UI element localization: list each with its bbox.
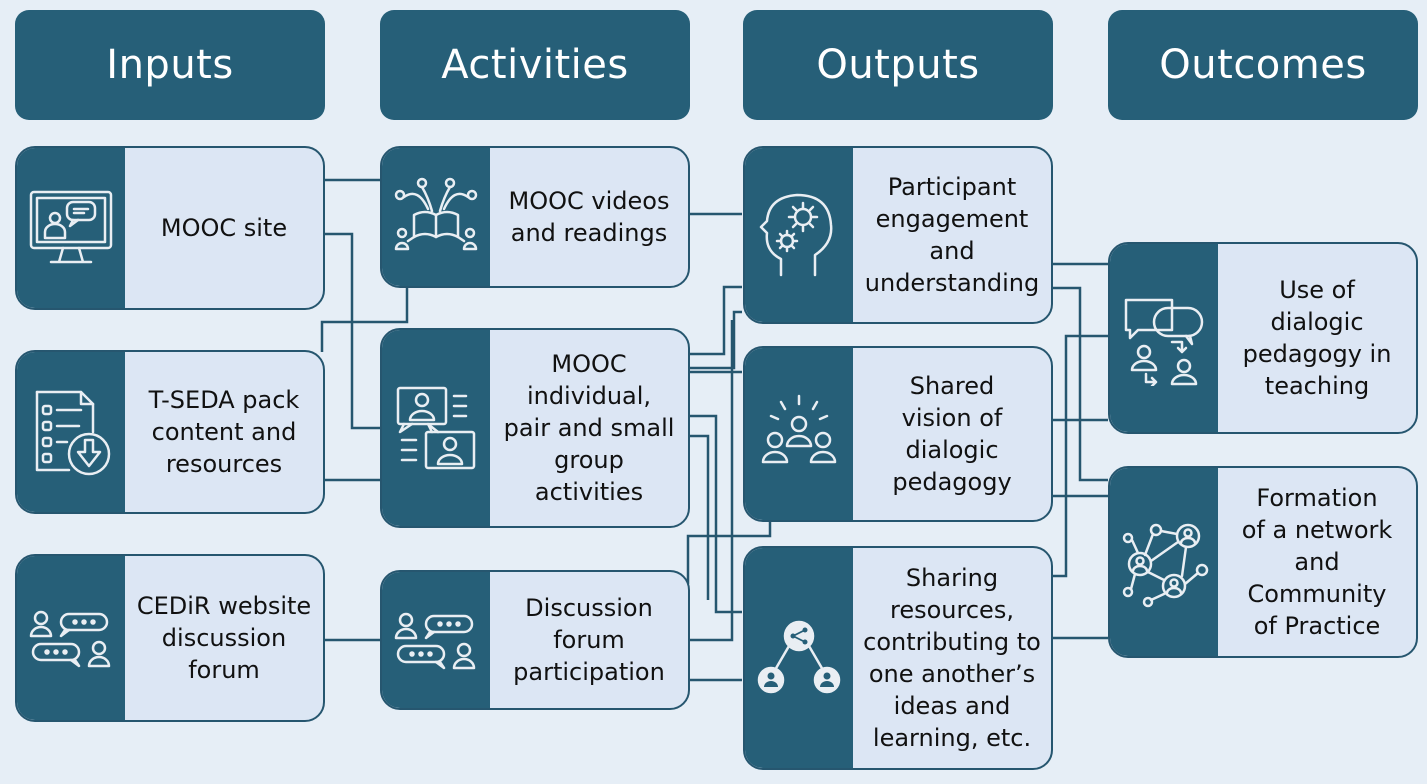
head-gears-icon [745,148,853,322]
card-shared-vision: Shared vision of dialogic pedagogy [743,346,1053,522]
cedir-forum-label: CEDiR website discussion forum [136,592,312,684]
checklist-download-icon [17,352,125,512]
sharing-resources-label: Sharing resources, contributing to one a… [863,564,1041,752]
connector-tseda-to-videos [320,288,409,352]
participant-engagement-label: Participant engagement and understanding [864,173,1040,297]
connector-engagement-to-network [1053,286,1108,482]
forum-participation-label: Discussion forum participation [513,594,665,686]
connector-forum-to-engagement [688,320,734,642]
video-chat-icon [382,330,490,526]
dialogue-exchange-icon [1110,244,1218,432]
connector-mooc-site-to-activities [325,232,380,430]
card-forum-participation: Discussion forum participation [380,570,690,710]
header-outputs: Outputs [743,10,1053,120]
connector-forum-to-vision [686,522,772,584]
discussion-people-icon [382,572,490,708]
header-activities: Activities [380,10,690,120]
tseda-pack-label: T-SEDA pack content and resources [148,386,300,478]
dialogic-teaching-label: Use of dialogic pedagogy in teaching [1242,276,1392,400]
connector-activities-to-sharing-2 [688,434,710,600]
connector-activities-to-sharing-1 [688,414,742,614]
open-book-people-icon [382,148,490,286]
card-mooc-site: MOOC site [15,146,325,310]
header-outcomes: Outcomes [1108,10,1418,120]
header-inputs: Inputs [15,10,325,120]
connector-activities-to-engagement-1 [688,285,742,356]
discussion-people-icon [17,556,125,720]
share-network-icon [745,548,853,768]
card-sharing-resources: Sharing resources, contributing to one a… [743,546,1053,770]
card-videos-readings: MOOC videos and readings [380,146,690,288]
card-tseda-pack: T-SEDA pack content and resources [15,350,325,514]
network-community-label: Formation of a network and Community of … [1241,484,1393,640]
community-network-icon [1110,468,1218,656]
connector-sharing-to-teaching [1053,334,1108,578]
mooc-site-label: MOOC site [160,214,288,242]
monitor-presenter-icon [17,148,125,308]
shared-vision-label: Shared vision of dialogic pedagogy [892,372,1012,496]
card-network-community: Formation of a network and Community of … [1108,466,1418,658]
videos-readings-label: MOOC videos and readings [508,187,670,247]
group-idea-icon [745,348,853,520]
card-cedir-forum: CEDiR website discussion forum [15,554,325,722]
card-dialogic-teaching: Use of dialogic pedagogy in teaching [1108,242,1418,434]
card-group-activities: MOOC individual, pair and small group ac… [380,328,690,528]
card-participant-engagement: Participant engagement and understanding [743,146,1053,324]
connector-activities-to-engagement-2 [688,310,742,370]
group-activities-label: MOOC individual, pair and small group ac… [503,350,675,506]
